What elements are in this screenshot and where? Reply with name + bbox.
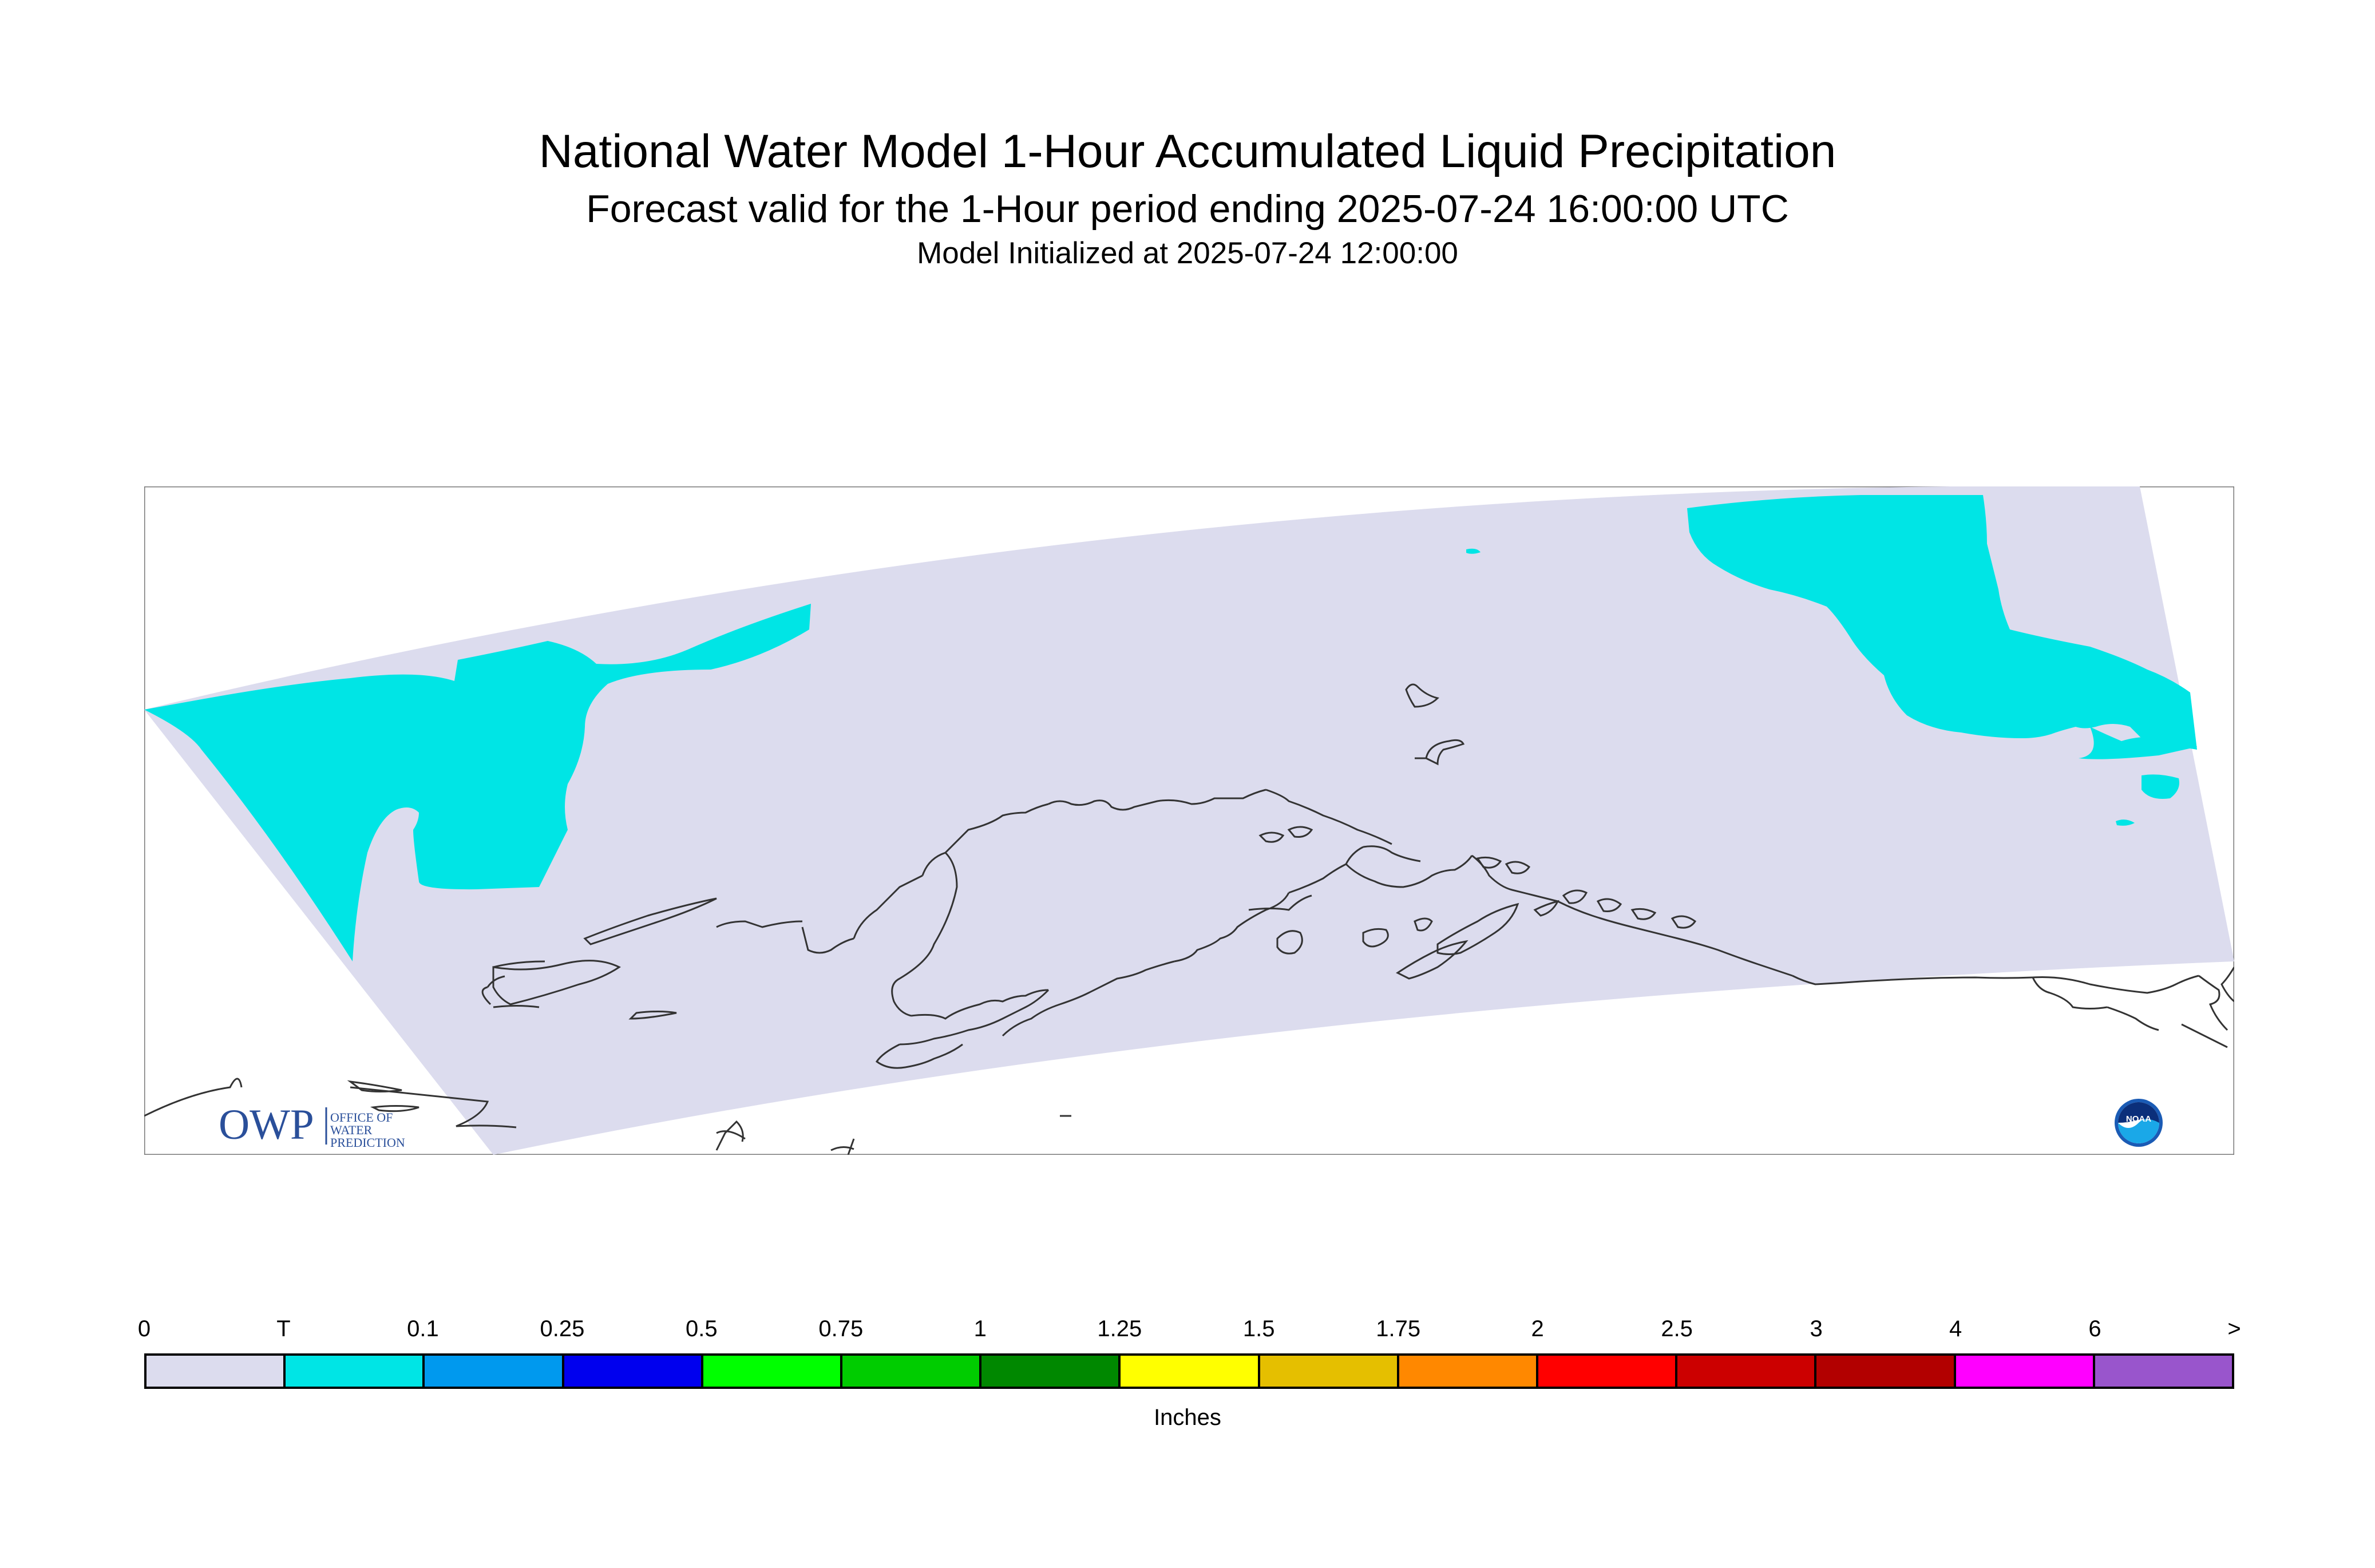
svg-text:OFFICE OF: OFFICE OF <box>330 1110 393 1124</box>
colorbar-tick-label: 2.5 <box>1661 1316 1693 1341</box>
svg-text:WATER: WATER <box>330 1123 373 1137</box>
colorbar-tick-label: 2 <box>1531 1316 1544 1341</box>
colorbar-segment <box>564 1356 703 1387</box>
precip-area-east-inner <box>2079 727 2197 759</box>
owp-logo: OWP OFFICE OF WATER PREDICTION <box>219 1101 405 1150</box>
model-domain <box>144 486 2234 1155</box>
colorbar-segment <box>703 1356 843 1387</box>
colorbar-tick-label: > <box>2227 1316 2241 1341</box>
colorbar-segment <box>1260 1356 1399 1387</box>
colorbar-segment <box>286 1356 425 1387</box>
colorbar-segment <box>1538 1356 1678 1387</box>
colorbar-segment <box>1956 1356 2095 1387</box>
colorbar-tick-label: 0.1 <box>407 1316 439 1341</box>
map-title: National Water Model 1-Hour Accumulated … <box>539 125 1836 177</box>
svg-text:PREDICTION: PREDICTION <box>330 1135 405 1150</box>
precip-area-northwest <box>144 604 811 961</box>
colorbar-tick-label: 0 <box>137 1316 151 1341</box>
forecast-valid-subtitle: Forecast valid for the 1-Hour period end… <box>586 187 1789 231</box>
precipitation-map: OWP OFFICE OF WATER PREDICTION NOAA <box>144 486 2234 1155</box>
colorbar-segment <box>147 1356 286 1387</box>
colorbar-unit-label: Inches <box>1154 1405 1221 1430</box>
colorbar-tick-label: 0.75 <box>818 1316 864 1341</box>
colorbar-tick-labels: 0 T 0.1 0.25 0.5 0.75 1 1.25 1.5 1.75 2 2.5 3 4 6 > <box>138 1316 2241 1351</box>
coastlines <box>144 683 2234 1155</box>
colorbar-tick-label: 3 <box>1810 1316 1823 1341</box>
model-init-subtitle: Model Initialized at 2025-07-24 12:00:00 <box>917 236 1458 270</box>
colorbar-segment <box>1399 1356 1539 1387</box>
precip-area-northeast <box>1687 495 2197 750</box>
precip-blob <box>2142 774 2179 799</box>
colorbar-segment <box>2095 1356 2232 1387</box>
precip-blob <box>2116 819 2135 826</box>
colorbar-tick-label: 0.5 <box>686 1316 718 1341</box>
colorbar-tick-label: T <box>276 1316 291 1341</box>
colorbar-segment <box>1677 1356 1817 1387</box>
colorbar <box>144 1353 2234 1389</box>
colorbar-segment <box>1816 1356 1956 1387</box>
colorbar-tick-label: 0.25 <box>540 1316 585 1341</box>
owp-logo-mark: OWP <box>219 1101 314 1149</box>
colorbar-segment <box>1121 1356 1260 1387</box>
colorbar-tick-label: 1 <box>973 1316 987 1341</box>
noaa-logo: NOAA <box>2115 1099 2163 1147</box>
colorbar-tick-label: 1.25 <box>1097 1316 1142 1341</box>
colorbar-segment <box>981 1356 1121 1387</box>
colorbar-segment <box>842 1356 982 1387</box>
colorbar-segment <box>425 1356 564 1387</box>
svg-text:NOAA: NOAA <box>2126 1114 2151 1124</box>
colorbar-tick-label: 1.5 <box>1242 1316 1275 1341</box>
precip-blob <box>1466 548 1481 554</box>
colorbar-tick-label: 1.75 <box>1376 1316 1421 1341</box>
colorbar-tick-label: 4 <box>1949 1316 1962 1341</box>
colorbar-tick-label: 6 <box>2088 1316 2101 1341</box>
